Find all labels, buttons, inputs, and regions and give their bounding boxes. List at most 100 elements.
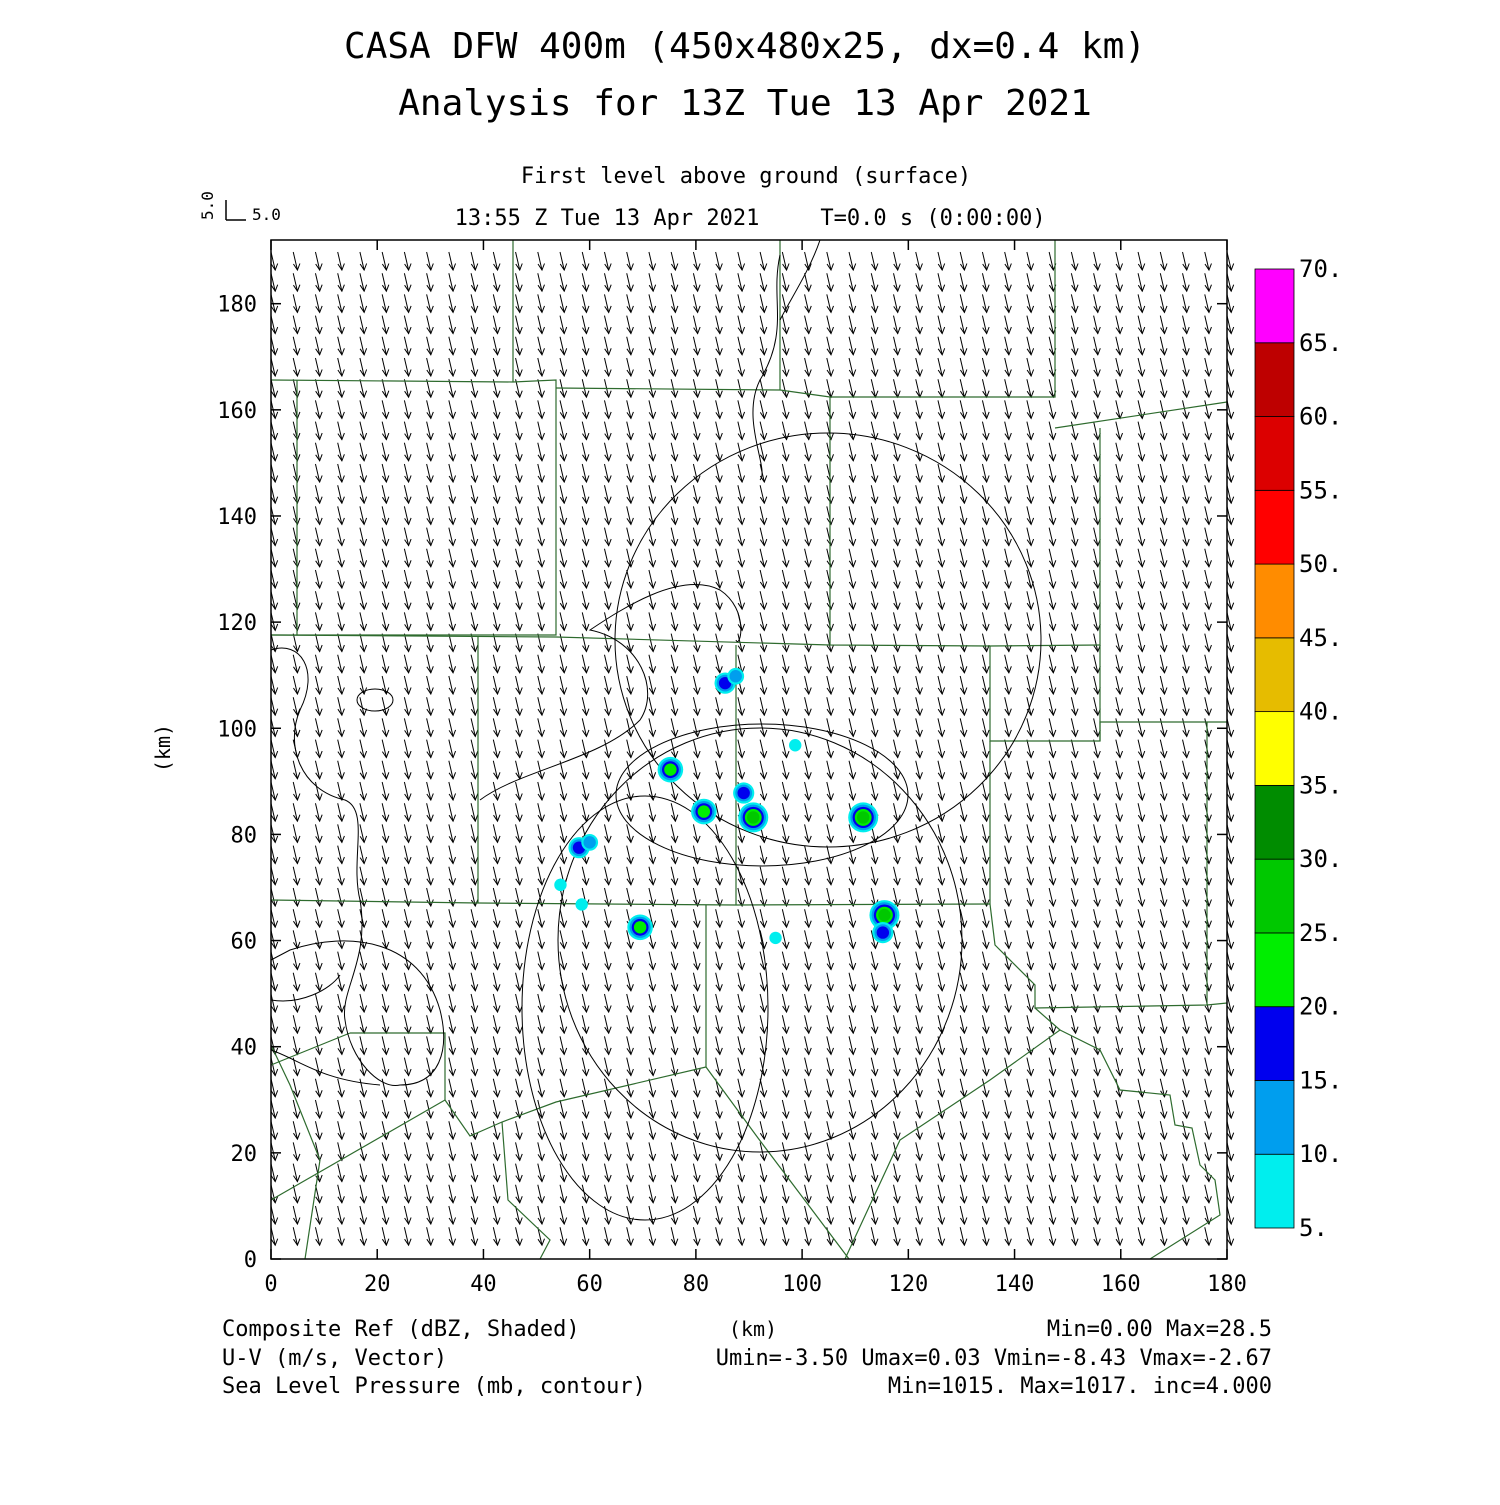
wind-vector-head [1160,1174,1168,1183]
wind-vector-head [782,666,790,674]
wind-vector-head [404,1153,412,1162]
wind-vector [804,506,810,525]
wind-vector [559,1121,565,1140]
wind-vector-head [337,835,345,844]
wind-vector [559,739,565,758]
wind-vector-head [670,411,679,420]
wind-vector-head [270,729,279,738]
wind-vector-head [1004,1068,1012,1077]
wind-vector-head [1048,687,1057,696]
wind-vector-head [1160,475,1168,484]
wind-vector-head [604,1047,612,1056]
wind-vector-head [1160,1217,1168,1226]
wind-vector-head [1048,729,1057,738]
wind-vector [448,951,454,970]
wind-vector [1159,357,1165,377]
wind-vector [692,1227,699,1246]
wind-vector [337,1163,343,1182]
wind-vector-head [782,517,790,526]
wind-vector-head [1115,899,1124,908]
wind-vector [537,951,543,970]
wind-vector-head [426,1153,434,1162]
wind-vector [737,718,743,737]
wind-vector [626,887,632,907]
wind-vector-head [782,687,790,696]
wind-vector-head [848,1047,857,1056]
wind-vector-head [1204,729,1212,738]
wind-vector-head [1182,984,1190,992]
wind-vector [1048,1036,1054,1055]
wind-vector [759,675,765,695]
wind-vector [1048,887,1054,907]
wind-vector [359,1078,365,1097]
wind-vector-head [826,1238,834,1247]
wind-vector-head [1026,750,1035,759]
wind-vector-head [315,920,323,929]
wind-vector [804,951,810,970]
y-tick-label: 140 [217,505,257,530]
wind-vector-head [871,623,879,632]
wind-vector [893,357,899,377]
wind-vector [1070,1015,1077,1034]
wind-vector-head [559,284,568,293]
wind-vector-head [604,560,612,568]
wind-vector [470,760,476,779]
wind-vector-head [626,1005,634,1014]
wind-vector-head [937,856,946,865]
wind-vector [381,294,387,313]
reflectivity-cell-core [792,742,798,748]
wind-vector [426,527,432,546]
wind-vector-head [1026,835,1035,844]
wind-vector-head [693,581,701,590]
wind-vector [692,739,699,758]
wind-vector [893,781,899,801]
wind-vector [937,421,943,440]
wind-vector [403,251,410,271]
wind-vector-head [1137,1238,1146,1247]
footer-field1-stats: Min=0.00 Max=28.5 [1047,1317,1272,1342]
wind-vector-head [426,729,434,738]
wind-vector-head [915,899,923,908]
wind-vector [759,548,765,567]
wind-vector-head [759,1111,768,1120]
wind-vector-head [1071,305,1079,314]
wind-vector-head [759,1196,768,1204]
wind-vector-head [826,538,834,547]
wind-vector [403,951,410,970]
wind-vector [1159,612,1165,631]
wind-vector-head [582,962,590,971]
wind-vector [626,569,632,589]
wind-vector [804,930,810,949]
wind-vector-head [404,348,412,356]
wind-vector-head [715,793,723,802]
wind-vector-head [804,475,812,484]
wind-vector-head [648,263,657,272]
wind-vector-head [893,729,901,738]
wind-vector-head [582,390,590,399]
wind-vector-head [359,666,368,674]
wind-vector [1048,1205,1054,1225]
wind-vector [781,718,788,737]
wind-vector-head [670,326,679,335]
wind-vector-head [270,814,279,823]
wind-vector [981,1142,988,1161]
wind-vector [559,697,565,716]
wind-vector [426,1205,432,1225]
wind-vector-head [1204,432,1212,441]
wind-vector-head [1004,326,1012,335]
wind-vector [781,824,788,843]
wind-vector-head [670,432,679,441]
wind-vector [1182,654,1188,673]
wind-vector-head [737,920,746,929]
wind-vector [804,1099,810,1119]
wind-vector [626,1227,632,1246]
wind-vector [314,527,321,546]
wind-vector [337,506,343,525]
wind-vector-head [804,432,812,441]
wind-vector [292,781,298,801]
wind-vector [559,1057,565,1076]
wind-vector [715,781,721,801]
wind-vector [692,1142,699,1161]
wind-vector [648,1227,654,1246]
wind-vector-head [381,1217,390,1226]
